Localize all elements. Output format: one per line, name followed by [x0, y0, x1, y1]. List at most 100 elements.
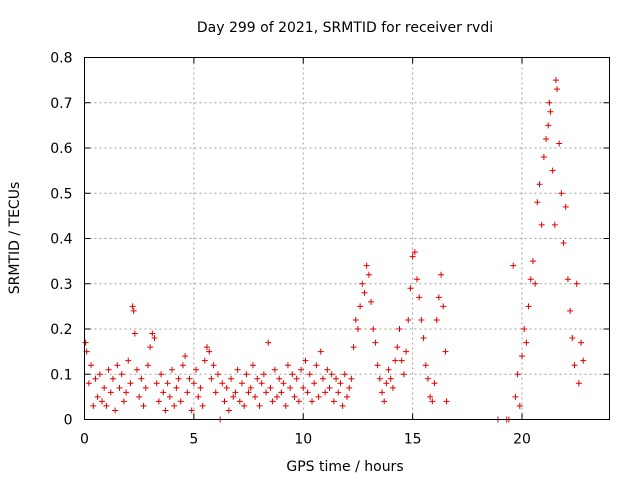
data-point: [405, 316, 412, 323]
data-point: [409, 253, 416, 260]
data-point: [160, 389, 167, 396]
data-point: [571, 362, 578, 369]
data-point: [359, 280, 366, 287]
data-point: [400, 371, 407, 378]
data-point: [85, 380, 92, 387]
data-point: [243, 371, 250, 378]
data-point: [276, 375, 283, 382]
data-point: [543, 135, 550, 142]
data-point: [82, 339, 89, 346]
x-tick-label: 20: [513, 432, 531, 448]
data-point: [516, 402, 523, 409]
data-point: [118, 371, 125, 378]
data-point: [510, 262, 517, 269]
data-point: [265, 339, 272, 346]
y-axis-label: SRMTID / TECUs: [7, 182, 23, 295]
data-point: [120, 398, 127, 405]
data-point: [341, 371, 348, 378]
data-point: [418, 316, 425, 323]
data-point: [195, 393, 202, 400]
data-point: [396, 326, 403, 332]
data-point: [379, 389, 385, 396]
data-point: [420, 335, 427, 342]
data-point: [554, 86, 560, 93]
data-point: [427, 393, 434, 400]
data-point: [258, 380, 265, 387]
data-point: [580, 357, 587, 364]
data-point: [267, 384, 274, 391]
plot-frame: [84, 57, 610, 420]
data-point: [147, 344, 154, 351]
data-series-srmtid: [82, 77, 587, 423]
data-point: [134, 366, 140, 373]
data-point: [155, 398, 162, 405]
data-point: [188, 407, 195, 414]
data-point: [278, 389, 285, 396]
data-point: [228, 375, 235, 382]
data-point: [398, 357, 405, 364]
data-point: [94, 393, 101, 400]
data-point: [289, 371, 296, 378]
data-point: [151, 335, 158, 342]
data-point: [90, 402, 97, 409]
data-point: [372, 339, 379, 346]
data-point: [298, 366, 305, 373]
data-point: [569, 335, 576, 342]
data-point: [131, 330, 138, 337]
data-point: [545, 122, 552, 129]
data-point: [190, 380, 197, 387]
data-point: [560, 240, 567, 247]
data-point: [389, 384, 396, 391]
data-point: [512, 393, 519, 400]
data-point: [435, 294, 442, 301]
data-point: [123, 389, 130, 396]
data-point: [361, 289, 368, 296]
data-point: [354, 326, 361, 332]
data-point: [567, 307, 574, 314]
data-point: [392, 357, 399, 364]
data-point: [422, 362, 429, 369]
data-point: [210, 362, 217, 369]
data-point: [153, 380, 160, 387]
data-point: [274, 393, 280, 400]
data-point: [293, 375, 300, 382]
data-point: [271, 366, 278, 373]
data-point: [169, 366, 175, 373]
data-point: [333, 375, 340, 382]
data-point: [521, 326, 528, 332]
data-point: [175, 375, 182, 382]
data-point: [284, 362, 291, 369]
y-tick-label: 0.4: [50, 232, 72, 248]
data-point: [346, 384, 353, 391]
data-point: [523, 339, 530, 346]
data-point: [263, 389, 270, 396]
data-point: [330, 398, 337, 405]
data-point: [230, 393, 237, 400]
data-point: [368, 298, 375, 305]
data-point: [212, 389, 219, 396]
data-point: [162, 407, 169, 414]
data-point: [136, 393, 143, 400]
data-point: [335, 389, 342, 396]
chart-title: Day 299 of 2021, SRMTID for receiver rvd…: [197, 20, 493, 36]
data-point: [416, 294, 423, 301]
data-point: [225, 407, 232, 414]
y-tick-label: 0.6: [50, 141, 72, 157]
y-tick-label: 0.3: [50, 277, 72, 293]
data-point: [525, 303, 532, 310]
data-point: [254, 375, 261, 382]
data-point: [328, 371, 335, 378]
data-point: [411, 249, 418, 256]
data-point: [140, 402, 147, 409]
data-point: [394, 344, 401, 351]
data-point: [357, 303, 364, 310]
grid-lines: [84, 57, 610, 420]
data-point: [313, 362, 320, 369]
data-point: [101, 384, 108, 391]
data-point: [241, 402, 248, 409]
data-point: [201, 357, 208, 364]
data-point: [164, 380, 171, 387]
data-point: [109, 375, 116, 382]
data-point: [197, 384, 204, 391]
data-point: [112, 407, 119, 414]
